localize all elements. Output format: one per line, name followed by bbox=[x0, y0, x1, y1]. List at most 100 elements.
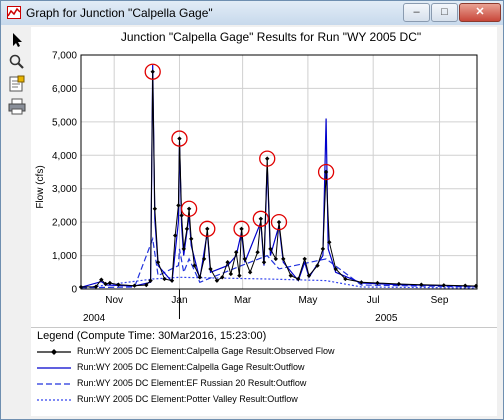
series-line-3 bbox=[80, 276, 476, 289]
data-point-marker bbox=[239, 226, 244, 232]
data-point-marker bbox=[276, 219, 282, 225]
data-point-marker bbox=[107, 280, 113, 286]
data-point-marker bbox=[172, 233, 178, 238]
series-line-2 bbox=[80, 236, 476, 289]
series-line-1 bbox=[80, 64, 476, 288]
data-point-marker bbox=[192, 263, 197, 268]
x-tick-label: Nov bbox=[105, 295, 123, 306]
pointer-icon[interactable] bbox=[8, 31, 26, 49]
data-point-marker bbox=[169, 278, 175, 283]
peak-highlight-circle bbox=[317, 163, 335, 181]
data-point-marker bbox=[205, 226, 210, 232]
data-point-marker bbox=[463, 283, 468, 288]
x-tick-label: May bbox=[298, 295, 317, 306]
peak-highlight-circle bbox=[144, 63, 161, 80]
peak-highlight-circle bbox=[199, 220, 216, 237]
data-point-marker bbox=[189, 236, 194, 242]
legend-swatch bbox=[37, 367, 71, 369]
data-point-marker bbox=[162, 276, 167, 282]
minimize-button[interactable]: – bbox=[403, 3, 430, 22]
data-point-marker bbox=[152, 206, 158, 211]
year-label: 2005 bbox=[375, 313, 398, 324]
y-tick-label: 5,000 bbox=[52, 117, 77, 128]
y-tick-label: 0 bbox=[71, 285, 77, 296]
data-point-marker bbox=[237, 273, 242, 278]
data-point-marker bbox=[359, 280, 364, 285]
chart-area: Junction "Calpella Gage" Results for Run… bbox=[31, 27, 497, 327]
y-tick-label: 3,000 bbox=[52, 184, 77, 195]
y-tick-label: 7,000 bbox=[52, 51, 77, 62]
legend-swatch bbox=[37, 399, 71, 401]
data-point-marker bbox=[242, 256, 247, 262]
data-point-marker bbox=[261, 260, 267, 265]
data-point-marker bbox=[375, 280, 380, 286]
y-tick-label: 2,000 bbox=[52, 218, 77, 229]
data-point-marker bbox=[315, 263, 320, 268]
peak-highlight-circle bbox=[171, 130, 188, 147]
x-tick-label: Jul bbox=[367, 295, 380, 306]
data-point-marker bbox=[208, 266, 213, 272]
series-line-0 bbox=[80, 71, 476, 288]
app-icon bbox=[7, 6, 21, 19]
data-point-marker bbox=[281, 256, 286, 262]
legend-swatch bbox=[37, 349, 71, 355]
data-point-marker bbox=[176, 203, 181, 208]
data-point-marker bbox=[343, 276, 348, 282]
data-point-marker bbox=[320, 246, 326, 252]
legend-title: Legend (Compute Time: 30Mar2016, 15:23:0… bbox=[37, 330, 267, 342]
data-point-marker bbox=[441, 283, 447, 288]
flow-chart: Junction "Calpella Gage" Results for Run… bbox=[35, 30, 479, 324]
legend-swatch bbox=[37, 383, 71, 385]
data-point-marker bbox=[186, 206, 192, 211]
data-point-marker bbox=[132, 283, 137, 288]
y-tick-label: 1,000 bbox=[52, 251, 77, 262]
peak-highlight-circle bbox=[259, 150, 276, 167]
chart-title: Junction "Calpella Gage" Results for Run… bbox=[121, 30, 421, 44]
data-point-marker bbox=[323, 169, 329, 175]
peak-highlight-circle bbox=[180, 200, 198, 217]
data-point-marker bbox=[99, 277, 104, 282]
data-point-marker bbox=[144, 282, 149, 288]
y-tick-label: 4,000 bbox=[52, 151, 77, 162]
data-point-marker bbox=[220, 275, 225, 280]
properties-icon[interactable] bbox=[8, 75, 26, 93]
x-tick-label: Mar bbox=[234, 295, 252, 306]
data-point-marker bbox=[233, 250, 239, 255]
data-point-marker bbox=[116, 282, 121, 287]
data-point-marker bbox=[396, 281, 402, 287]
zoom-icon[interactable] bbox=[8, 53, 26, 71]
data-point-marker bbox=[302, 256, 307, 262]
year-label: 2004 bbox=[83, 313, 106, 324]
peak-highlight-circle bbox=[252, 210, 269, 227]
data-point-marker bbox=[181, 246, 186, 252]
data-point-marker bbox=[197, 275, 202, 280]
y-axis-label: Flow (cfs) bbox=[35, 165, 46, 208]
data-point-marker bbox=[419, 282, 424, 287]
close-button[interactable]: ✕ bbox=[459, 3, 501, 22]
y-tick-label: 6,000 bbox=[52, 84, 77, 95]
data-point-marker bbox=[333, 266, 338, 272]
data-point-marker bbox=[155, 260, 161, 265]
legend: Legend (Compute Time: 30Mar2016, 15:23:0… bbox=[31, 327, 497, 416]
data-point-marker bbox=[258, 216, 264, 221]
peak-highlight-circle bbox=[233, 220, 250, 237]
plot-frame bbox=[80, 54, 478, 290]
data-point-marker bbox=[93, 284, 99, 289]
legend-item-potter-valley-outflow: Run:WY 2005 DC Element:Potter Valley Res… bbox=[37, 393, 477, 407]
legend-item-observed-flow: Run:WY 2005 DC Element:Calpella Gage Res… bbox=[37, 345, 477, 359]
data-point-marker bbox=[201, 256, 207, 262]
legend-item-calpella-outflow: Run:WY 2005 DC Element:Calpella Gage Res… bbox=[37, 361, 477, 375]
print-icon[interactable] bbox=[8, 97, 26, 115]
legend-label: Run:WY 2005 DC Element:EF Russian 20 Res… bbox=[77, 378, 307, 388]
data-point-marker bbox=[179, 213, 184, 218]
title-bar[interactable]: Graph for Junction "Calpella Gage" – □ ✕ bbox=[1, 1, 503, 25]
data-point-marker bbox=[273, 256, 278, 262]
data-point-marker bbox=[103, 281, 108, 287]
legend-item-ef-russian-outflow: Run:WY 2005 DC Element:EF Russian 20 Res… bbox=[37, 377, 477, 391]
legend-label: Run:WY 2005 DC Element:Calpella Gage Res… bbox=[77, 362, 305, 372]
data-point-marker bbox=[265, 156, 270, 161]
maximize-button[interactable]: □ bbox=[431, 3, 458, 22]
window-title: Graph for Junction "Calpella Gage" bbox=[26, 6, 213, 20]
data-point-marker bbox=[255, 250, 260, 255]
peak-highlight-circle bbox=[270, 213, 288, 231]
